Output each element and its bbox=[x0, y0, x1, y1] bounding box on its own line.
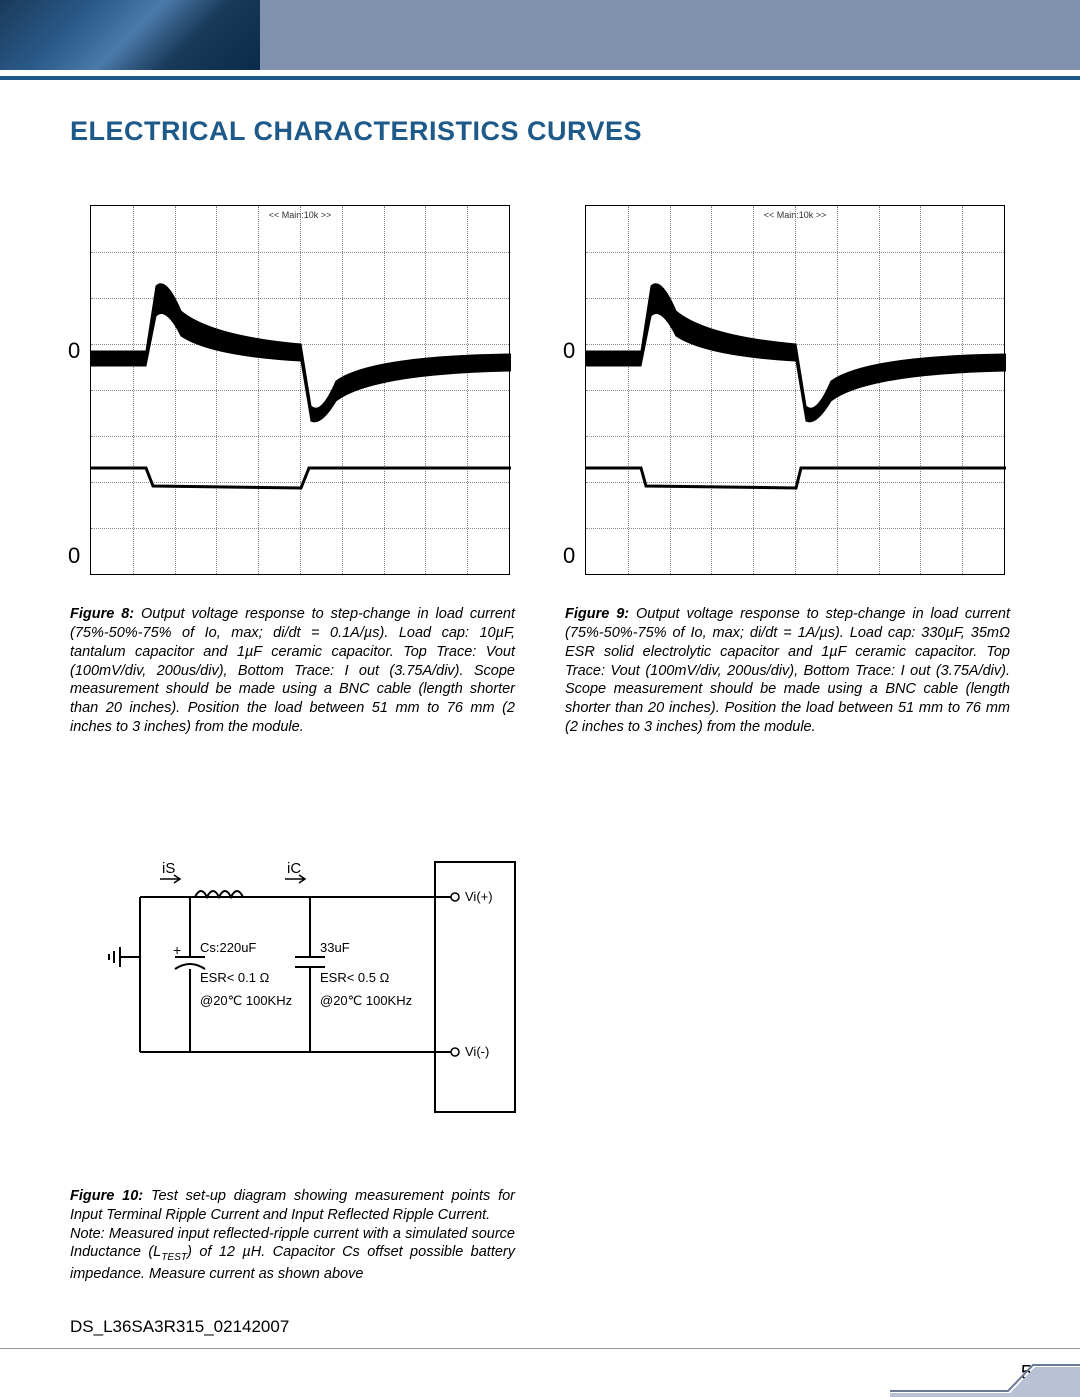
scope-9-screen: << Main:10k >> bbox=[585, 205, 1005, 575]
header-decorative-image bbox=[0, 0, 260, 70]
figure-10: + iS iC Cs:220uF ESR< 0. bbox=[70, 857, 515, 1283]
cs-label: Cs:220uF bbox=[200, 940, 256, 955]
vi-minus: Vi(-) bbox=[465, 1044, 489, 1059]
scope-8-screen: << Main:10k >> bbox=[90, 205, 510, 575]
trace-iout-9 bbox=[586, 206, 1006, 576]
figure-8-caption: Figure 8: Output voltage response to ste… bbox=[70, 605, 515, 737]
svg-text:+: + bbox=[173, 942, 181, 958]
figure-9-caption: Figure 9: Output voltage response to ste… bbox=[565, 605, 1010, 737]
scope-9: 0 0 << Main:10k >> bbox=[585, 205, 1005, 575]
cs-freq: @20℃ 100KHz bbox=[200, 993, 292, 1008]
cs-esr: ESR< 0.1 Ω bbox=[200, 970, 270, 985]
c2-label: 33uF bbox=[320, 940, 350, 955]
figure-10-note: Note: Measured input reflected-ripple cu… bbox=[70, 1226, 515, 1282]
trace-iout-8 bbox=[91, 206, 511, 576]
content: 0 0 << Main:10k >> bbox=[70, 205, 1010, 1283]
figure-8: 0 0 << Main:10k >> bbox=[70, 205, 515, 737]
c2-esr: ESR< 0.5 Ω bbox=[320, 970, 390, 985]
zero-mark-top: 0 bbox=[68, 338, 80, 364]
figure-9: 0 0 << Main:10k >> bbox=[565, 205, 1010, 737]
page-title: ELECTRICAL CHARACTERISTICS CURVES bbox=[70, 116, 642, 147]
zero-mark-bottom: 0 bbox=[563, 543, 575, 569]
c2-freq: @20℃ 100KHz bbox=[320, 993, 412, 1008]
header-band bbox=[0, 0, 1080, 70]
scope-8: 0 0 << Main:10k >> bbox=[90, 205, 510, 575]
figure-9-text: Output voltage response to step-change i… bbox=[565, 606, 1010, 735]
circuit-diagram: + iS iC Cs:220uF ESR< 0. bbox=[100, 857, 520, 1117]
corner-decoration bbox=[890, 1357, 1080, 1397]
figure-8-label: Figure 8: bbox=[70, 606, 134, 622]
label-is: iS bbox=[162, 860, 175, 877]
figure-10-label: Figure 10: bbox=[70, 1188, 143, 1204]
figure-row-1: 0 0 << Main:10k >> bbox=[70, 205, 1010, 737]
footer-rule bbox=[0, 1348, 1080, 1349]
figure-8-text: Output voltage response to step-change i… bbox=[70, 606, 515, 735]
figure-row-2: + iS iC Cs:220uF ESR< 0. bbox=[70, 857, 1010, 1283]
figure-10-caption: Figure 10: Test set-up diagram showing m… bbox=[70, 1187, 515, 1283]
vi-plus: Vi(+) bbox=[465, 889, 493, 904]
label-ic: iC bbox=[287, 860, 301, 877]
footer-doc-id: DS_L36SA3R315_02142007 bbox=[70, 1317, 289, 1337]
zero-mark-top: 0 bbox=[563, 338, 575, 364]
header-rule bbox=[0, 76, 1080, 80]
zero-mark-bottom: 0 bbox=[68, 543, 80, 569]
figure-9-label: Figure 9: bbox=[565, 606, 629, 622]
